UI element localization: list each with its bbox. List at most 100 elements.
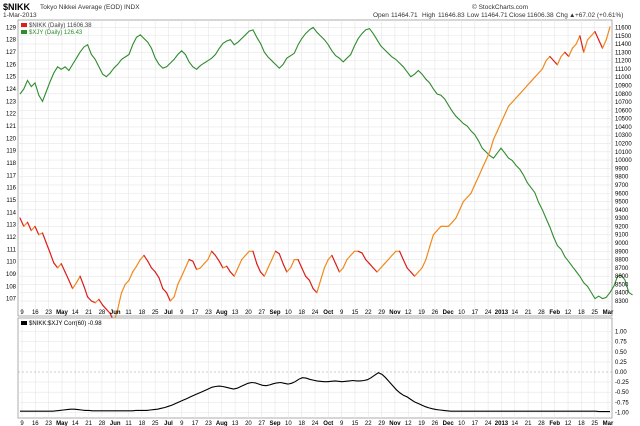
nikk-series-segment	[338, 267, 344, 273]
xjy-tick-label: 110	[6, 260, 16, 266]
nikk-series-segment	[241, 254, 247, 261]
xjy-tick-label: 117	[6, 173, 16, 179]
security-name: Tokyo Nikkei Average (EOD) INDX	[40, 4, 140, 11]
correlation-axis: 1.00 0.75 0.50 0.25 0.00 -0.25 -0.50 -0.75 -1.00	[615, 330, 629, 417]
x-tick-label: 10	[285, 421, 292, 426]
nikk-series-segment	[451, 217, 457, 223]
nikk-tick-label: 10500	[615, 117, 632, 123]
chg-value: +67.02 (+0.61%)	[575, 12, 623, 19]
nikk-series-segment	[455, 209, 461, 219]
x-tick-label: 12	[405, 421, 412, 426]
nikk-series-segment	[90, 300, 96, 304]
nikk-series-segment	[342, 259, 348, 269]
x-tick-label: 15	[352, 421, 359, 426]
nikk-series-segment	[530, 76, 536, 82]
nikk-series-segment	[135, 259, 141, 267]
nikk-series-segment	[278, 253, 284, 265]
nikk-tick-label: 9100	[615, 233, 629, 239]
x-tick-label: Jun	[110, 421, 121, 426]
nikk-series-segment	[489, 138, 495, 153]
x-tick-label: Oct	[323, 310, 333, 316]
nikk-series-segment	[211, 250, 216, 256]
nikk-tick-label: 8500	[615, 282, 629, 288]
x-tick-label: 26	[432, 310, 439, 316]
xjy-tick-label: 123	[6, 99, 17, 105]
x-tick-label: 13	[232, 421, 239, 426]
nikk-series-segment	[466, 192, 472, 198]
nikk-series-segment	[60, 263, 66, 273]
nikk-tick-label: 8400	[615, 291, 629, 297]
nikk-series-segment	[365, 259, 371, 265]
nikk-tick-label: 11300	[615, 50, 632, 56]
x-tick-label: 17	[471, 421, 478, 426]
x-tick-label: 24	[485, 310, 492, 316]
x-tick-label: 19	[418, 421, 425, 426]
xjy-tick-label: 118	[6, 161, 16, 167]
low-label: Low	[467, 12, 479, 19]
nikk-series-segment	[477, 167, 483, 178]
x-tick-label: 15	[352, 310, 359, 316]
price-series-layer	[19, 26, 633, 323]
correlation-grid	[18, 318, 612, 418]
nikk-series-segment	[282, 263, 288, 273]
nikk-series-segment	[154, 271, 160, 279]
x-tick-label: 10	[285, 310, 292, 316]
xjy-tick-label: 112	[6, 235, 16, 241]
x-tick-label: Aug	[216, 310, 228, 316]
xjy-tick-label: 119	[6, 149, 16, 155]
x-tick-label: Sep	[270, 421, 281, 426]
nikk-series-segment	[387, 254, 393, 261]
nikk-series-segment	[252, 250, 258, 265]
nikk-series-segment	[474, 176, 480, 186]
nikk-series-segment	[23, 221, 29, 227]
nikk-series-segment	[376, 267, 382, 273]
nikk-series-segment	[598, 39, 604, 49]
x-tick-label: 18	[139, 421, 146, 426]
nikk-series-segment	[34, 225, 40, 236]
nikk-series-segment	[19, 217, 25, 227]
nikk-tick-label: 11000	[615, 75, 632, 81]
nikk-series-segment	[327, 254, 333, 261]
nikk-series-segment	[177, 275, 183, 285]
nikk-series-segment	[207, 250, 213, 261]
nikk-series-segment	[203, 259, 209, 265]
nikk-series-segment	[511, 97, 517, 103]
x-tick-label: 22	[365, 310, 372, 316]
nikk-series-segment	[173, 283, 179, 298]
nikk-series-segment	[56, 263, 62, 269]
nikk-series-segment	[139, 254, 145, 261]
open-value: 11464.71	[391, 12, 418, 19]
nikk-series-segment	[436, 225, 442, 232]
x-tick-label: 25	[152, 421, 159, 426]
x-tick-label: 17	[192, 421, 199, 426]
x-tick-label: Dec	[443, 310, 455, 316]
nikk-series-segment	[271, 250, 277, 261]
x-tick-label: May	[56, 421, 68, 426]
nikk-series-segment	[49, 252, 55, 264]
nikk-tick-label: 8600	[615, 274, 629, 280]
x-tick-label: Dec	[443, 421, 455, 426]
ticker-symbol: $NIKK	[3, 2, 31, 12]
nikk-tick-label: 11600	[615, 25, 632, 31]
nikk-series-segment	[301, 267, 307, 277]
nikk-tick-label: 11200	[615, 59, 632, 65]
nikk-series-segment	[169, 296, 175, 302]
nikk-tick-label: 10300	[615, 133, 632, 139]
correlation-tick-label: 1.00	[615, 330, 627, 336]
nikk-series-segment	[590, 31, 596, 37]
nikk-series-segment	[406, 267, 412, 273]
x-tick-label: 10	[458, 421, 465, 426]
xjy-series-line	[19, 26, 633, 300]
x-tick-label: 27	[258, 310, 265, 316]
x-tick-label: 23	[205, 421, 212, 426]
xjy-tick-label: 122	[6, 112, 17, 118]
nikk-series-segment	[605, 26, 611, 41]
nikk-series-segment	[124, 279, 130, 285]
x-tick-label: Mar	[603, 421, 614, 426]
nikk-series-segment	[316, 279, 322, 294]
price-legend: $NIKK (Daily) 11606.38 $XJY (Daily) 126.…	[21, 23, 92, 36]
nikk-series-segment	[162, 288, 168, 294]
nikk-series-segment	[361, 252, 367, 261]
x-tick-label: 23	[205, 310, 212, 316]
xjy-tick-label: 115	[6, 198, 16, 204]
